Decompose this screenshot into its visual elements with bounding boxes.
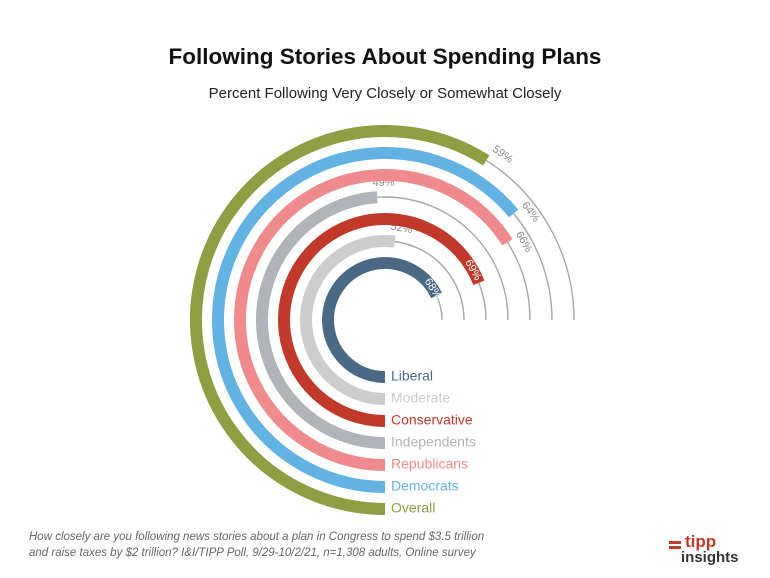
logo-mark-icon — [669, 541, 681, 549]
legend-label-republicans: Republicans — [391, 456, 468, 472]
chart-title: Following Stories About Spending Plans — [168, 44, 602, 69]
legend-label-overall: Overall — [391, 500, 435, 516]
value-label-liberal: 68% — [422, 276, 444, 301]
footnote-line-1: How closely are you following news stori… — [29, 531, 485, 543]
value-label-overall: 59% — [490, 143, 515, 166]
guide-arc-overall — [485, 159, 575, 321]
bar-independents — [255, 191, 386, 449]
bar-republicans — [234, 169, 513, 471]
legend-label-conservative: Conservative — [391, 412, 473, 428]
guide-arc-republicans — [506, 241, 531, 321]
bar-conservative — [278, 213, 485, 427]
tipp-insights-logo: tipp insights — [669, 532, 749, 569]
value-label-democrats: 64% — [519, 200, 542, 225]
guide-arc-liberal — [435, 295, 443, 321]
logo-text-top: tipp — [685, 532, 717, 551]
legend-label-liberal: Liberal — [391, 368, 433, 384]
legend-label-independents: Independents — [391, 434, 476, 450]
guide-arc-moderate — [394, 240, 465, 321]
logo-text-bottom: insights — [681, 549, 739, 566]
footnote: How closely are you following news stori… — [29, 529, 589, 561]
guide-arc-independents — [377, 196, 509, 321]
value-label-republicans: 66% — [513, 229, 534, 254]
bar-democrats — [212, 147, 519, 493]
bar-moderate — [300, 235, 396, 405]
legend-label-democrats: Democrats — [391, 478, 459, 494]
chart-subtitle: Percent Following Very Closely or Somewh… — [208, 85, 562, 102]
guide-arc-democrats — [513, 213, 553, 321]
footnote-line-2: and raise taxes by $2 trillion? I&I/TIPP… — [29, 547, 476, 559]
guide-arc-conservative — [478, 282, 487, 321]
legend-label-moderate: Moderate — [391, 390, 450, 406]
bar-overall — [190, 125, 490, 515]
bar-liberal — [322, 257, 443, 383]
